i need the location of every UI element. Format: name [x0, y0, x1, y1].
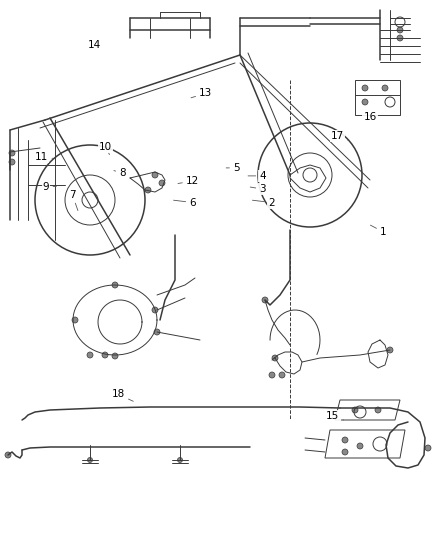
- Bar: [355, 80, 400, 115]
- Text: 12: 12: [178, 176, 199, 186]
- Circle shape: [177, 457, 183, 463]
- Text: 18: 18: [112, 390, 133, 401]
- Circle shape: [102, 352, 108, 358]
- Circle shape: [342, 437, 348, 443]
- Circle shape: [262, 297, 268, 303]
- Circle shape: [382, 85, 388, 91]
- Text: 1: 1: [371, 225, 387, 237]
- Text: 3: 3: [250, 184, 266, 194]
- Text: 10: 10: [99, 142, 112, 155]
- Circle shape: [5, 452, 11, 458]
- Circle shape: [152, 307, 158, 313]
- Circle shape: [397, 35, 403, 41]
- Text: 11: 11: [35, 152, 53, 162]
- Text: 16: 16: [364, 112, 377, 122]
- Circle shape: [152, 172, 158, 178]
- Text: 2: 2: [252, 198, 275, 207]
- Text: 17: 17: [331, 131, 348, 141]
- Circle shape: [159, 180, 165, 186]
- Circle shape: [154, 329, 160, 335]
- Circle shape: [397, 27, 403, 33]
- Circle shape: [279, 372, 285, 378]
- Circle shape: [362, 99, 368, 105]
- Text: 14: 14: [88, 41, 101, 50]
- Circle shape: [9, 150, 15, 156]
- Circle shape: [87, 352, 93, 358]
- Text: 9: 9: [42, 182, 57, 191]
- Text: 5: 5: [226, 163, 240, 173]
- Circle shape: [72, 317, 78, 323]
- Circle shape: [272, 355, 278, 361]
- Text: 6: 6: [173, 198, 196, 207]
- Circle shape: [9, 159, 15, 165]
- Circle shape: [342, 449, 348, 455]
- Circle shape: [112, 353, 118, 359]
- Circle shape: [88, 457, 92, 463]
- Circle shape: [357, 443, 363, 449]
- Text: 8: 8: [114, 168, 126, 178]
- Circle shape: [352, 407, 358, 413]
- Text: 7: 7: [69, 190, 78, 211]
- Circle shape: [145, 187, 151, 193]
- Circle shape: [375, 407, 381, 413]
- Circle shape: [362, 85, 368, 91]
- Text: 15: 15: [326, 411, 343, 421]
- Circle shape: [425, 445, 431, 451]
- Text: 4: 4: [248, 171, 266, 181]
- Text: 13: 13: [191, 88, 212, 98]
- Circle shape: [387, 347, 393, 353]
- Circle shape: [112, 282, 118, 288]
- Circle shape: [269, 372, 275, 378]
